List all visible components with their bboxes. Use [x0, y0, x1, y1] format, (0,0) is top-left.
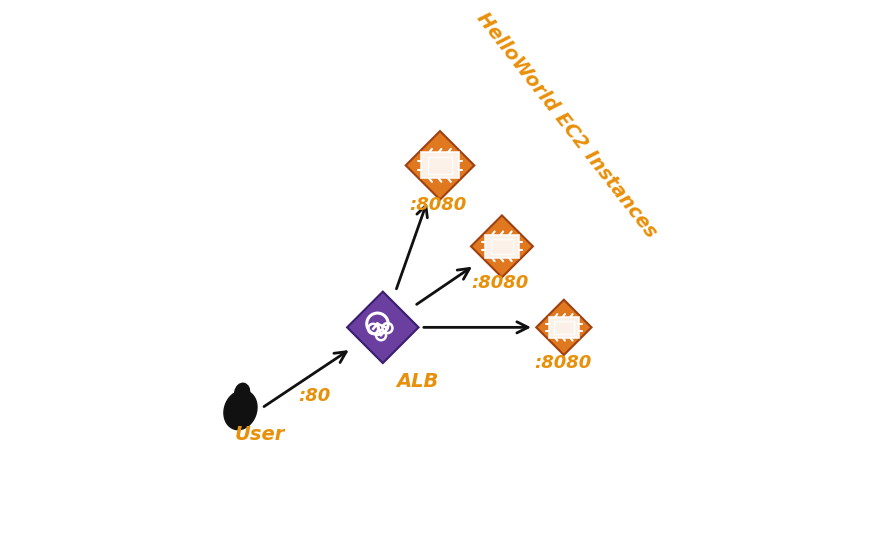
Text: :8080: :8080 — [409, 197, 466, 214]
Polygon shape — [406, 131, 474, 200]
Text: ALB: ALB — [396, 372, 438, 391]
FancyBboxPatch shape — [422, 153, 458, 178]
FancyBboxPatch shape — [548, 317, 579, 338]
Ellipse shape — [235, 383, 250, 403]
Text: :80: :80 — [298, 387, 331, 405]
Bar — [491, 239, 513, 254]
Bar — [428, 157, 452, 174]
Text: User: User — [235, 425, 285, 444]
Polygon shape — [347, 292, 419, 363]
Text: :8080: :8080 — [534, 353, 591, 372]
Bar — [554, 321, 574, 334]
Polygon shape — [471, 215, 533, 277]
FancyBboxPatch shape — [485, 235, 519, 258]
Polygon shape — [536, 300, 591, 355]
Text: :8080: :8080 — [471, 274, 528, 292]
Text: HelloWorld EC2 Instances: HelloWorld EC2 Instances — [473, 9, 660, 241]
Polygon shape — [224, 390, 257, 430]
